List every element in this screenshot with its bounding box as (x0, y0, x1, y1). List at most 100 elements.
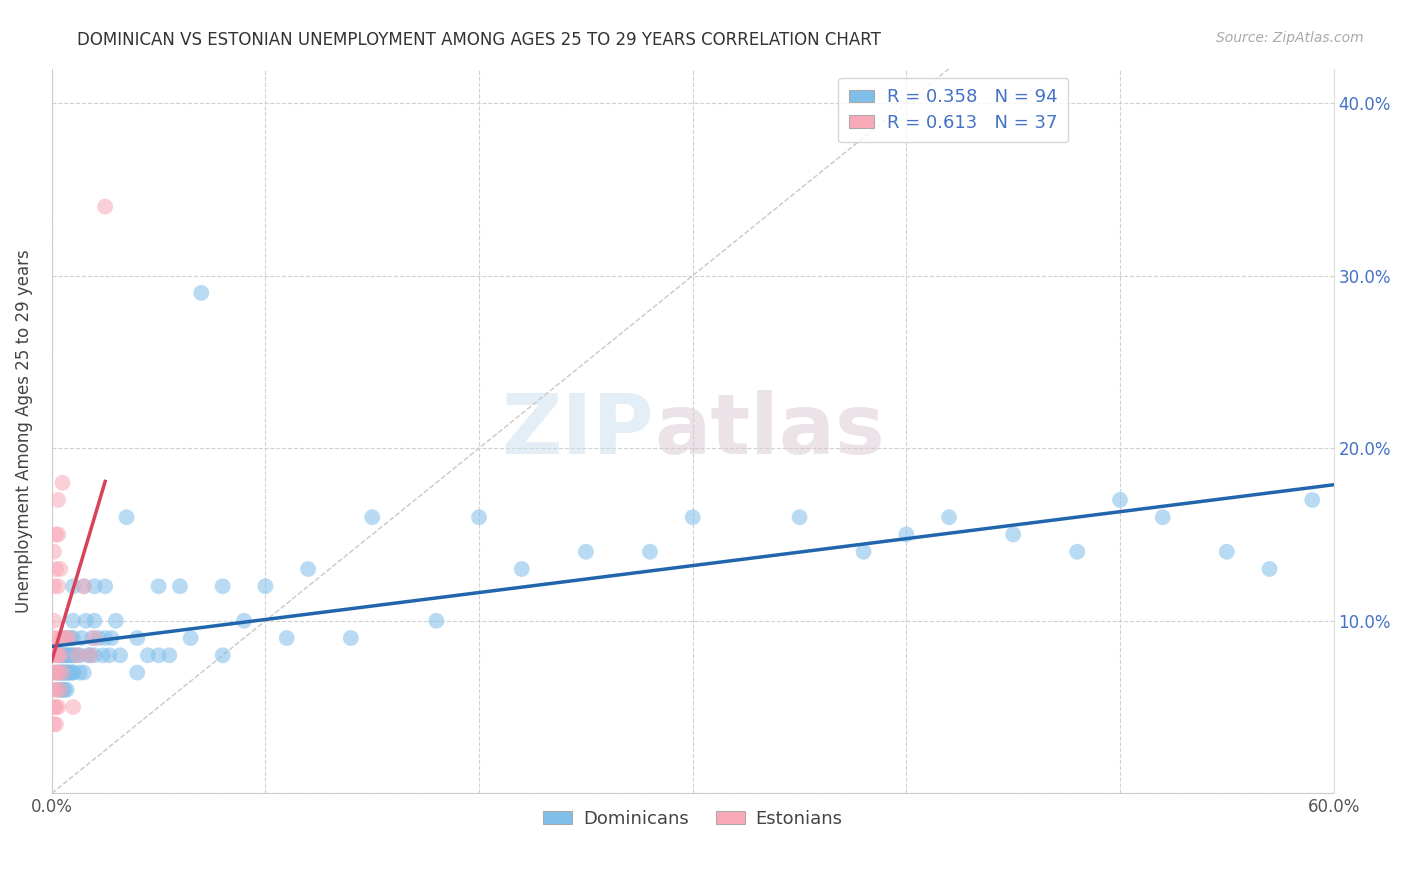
Point (49, 648, 72, 663)
Point (73, 579, 96, 593)
Point (51, 631, 73, 645)
Point (233, 614, 256, 628)
Point (180, 631, 202, 645)
Point (42, 545, 65, 559)
Point (83, 631, 105, 645)
Point (45, 700, 67, 714)
Point (55, 648, 77, 663)
Point (51, 648, 73, 663)
Point (51, 475, 73, 490)
Point (53, 648, 76, 663)
Point (1152, 510, 1174, 524)
Point (49, 682, 72, 697)
Point (58, 648, 80, 663)
Point (45, 665, 67, 680)
Point (51, 665, 73, 680)
Point (77, 648, 100, 663)
Y-axis label: Unemployment Among Ages 25 to 29 years: Unemployment Among Ages 25 to 29 years (15, 249, 32, 613)
Point (49, 562, 72, 576)
Point (82, 631, 104, 645)
Point (1216, 545, 1239, 559)
Point (94, 631, 117, 645)
Point (45, 682, 67, 697)
Point (45, 631, 67, 645)
Point (46, 665, 69, 680)
Point (62, 648, 84, 663)
Point (115, 510, 138, 524)
Point (42, 631, 65, 645)
Point (340, 631, 363, 645)
Point (46, 648, 69, 663)
Point (55, 631, 77, 645)
Point (211, 579, 233, 593)
Point (58, 665, 80, 680)
Point (94, 579, 117, 593)
Text: ZIP: ZIP (502, 391, 654, 472)
Point (789, 510, 811, 524)
Point (46, 492, 69, 507)
Point (66, 648, 89, 663)
Point (157, 648, 180, 663)
Point (55, 648, 77, 663)
Point (1109, 492, 1132, 507)
Point (87, 631, 110, 645)
Point (75, 614, 97, 628)
Point (45, 527, 67, 541)
Point (1258, 562, 1281, 576)
Point (127, 631, 149, 645)
Point (83, 648, 105, 663)
Point (361, 510, 384, 524)
Point (468, 510, 491, 524)
Point (42, 665, 65, 680)
Text: atlas: atlas (654, 391, 884, 472)
Point (127, 665, 149, 680)
Point (45, 648, 67, 663)
Point (55, 665, 77, 680)
Point (1066, 545, 1088, 559)
Point (42, 579, 65, 593)
Text: DOMINICAN VS ESTONIAN UNEMPLOYMENT AMONG AGES 25 TO 29 YEARS CORRELATION CHART: DOMINICAN VS ESTONIAN UNEMPLOYMENT AMONG… (77, 31, 882, 49)
Point (297, 562, 319, 576)
Point (276, 631, 298, 645)
Point (98, 648, 121, 663)
Point (46, 527, 69, 541)
Point (49, 682, 72, 697)
Point (59, 648, 82, 663)
Point (79, 648, 101, 663)
Point (45, 665, 67, 680)
Point (51, 682, 73, 697)
Point (211, 648, 233, 663)
Point (46, 665, 69, 680)
Point (51, 665, 73, 680)
Point (62, 579, 84, 593)
Point (49, 648, 72, 663)
Point (62, 614, 84, 628)
Point (58, 631, 80, 645)
Point (69, 648, 91, 663)
Point (53, 665, 76, 680)
Point (46, 700, 69, 714)
Point (59, 665, 82, 680)
Point (45, 562, 67, 576)
Point (49, 665, 72, 680)
Point (938, 510, 960, 524)
Legend: Dominicans, Estonians: Dominicans, Estonians (536, 803, 849, 835)
Point (79, 648, 101, 663)
Point (58, 631, 80, 645)
Point (53, 682, 76, 697)
Point (49, 665, 72, 680)
Point (575, 545, 598, 559)
Point (73, 579, 96, 593)
Point (53, 665, 76, 680)
Point (46, 579, 69, 593)
Point (136, 648, 159, 663)
Point (91, 648, 114, 663)
Point (66, 648, 89, 663)
Text: Source: ZipAtlas.com: Source: ZipAtlas.com (1216, 31, 1364, 45)
Point (425, 614, 447, 628)
Point (58, 665, 80, 680)
Point (62, 665, 84, 680)
Point (62, 700, 84, 714)
Point (55, 682, 77, 697)
Point (42, 717, 65, 731)
